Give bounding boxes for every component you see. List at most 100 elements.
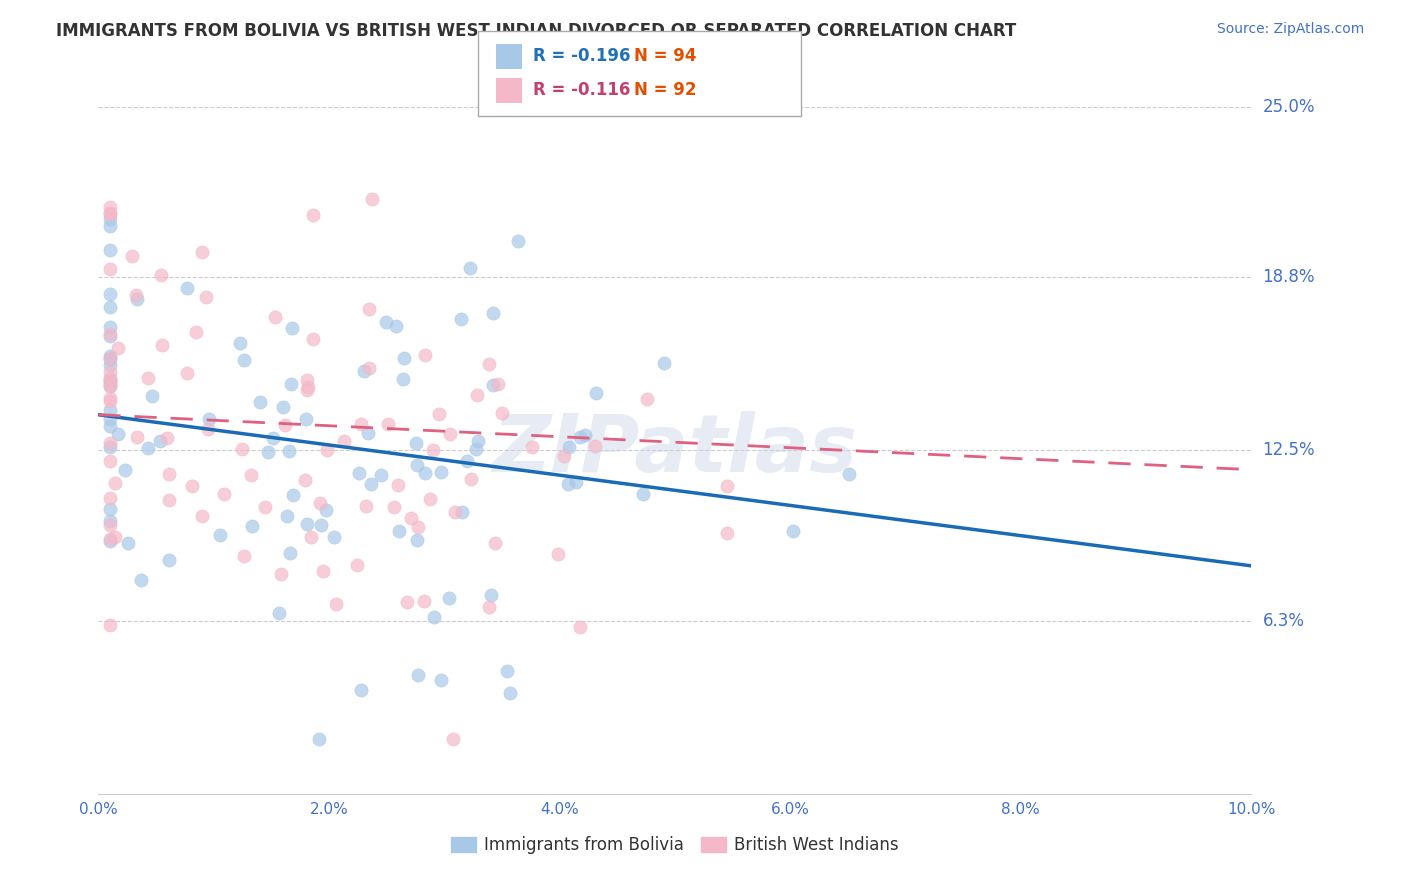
Point: [325, 597, 347, 611]
Point: [98, 533, 121, 547]
Point: [98, 491, 121, 506]
Point: [98, 376, 121, 390]
Point: [460, 472, 482, 486]
Point: [716, 526, 738, 541]
Point: [297, 517, 319, 532]
Point: [415, 467, 437, 481]
Point: [114, 463, 136, 477]
Point: [104, 530, 127, 544]
Point: [574, 428, 596, 442]
Point: [212, 486, 235, 500]
Point: [98, 411, 121, 425]
Point: [208, 528, 231, 542]
Point: [190, 508, 212, 523]
Point: [349, 466, 371, 480]
Point: [467, 387, 489, 401]
Point: [491, 406, 513, 420]
Point: [125, 288, 148, 302]
Point: [157, 553, 180, 567]
Point: [184, 325, 207, 339]
Point: [262, 431, 284, 445]
Point: [270, 566, 292, 581]
Point: [437, 591, 460, 605]
Point: [422, 442, 444, 457]
Point: [278, 444, 301, 458]
Text: ZIPatlas: ZIPatlas: [492, 411, 858, 490]
Point: [232, 549, 254, 563]
Point: [98, 359, 121, 373]
Point: [478, 599, 501, 614]
Point: [315, 442, 337, 457]
Point: [98, 286, 121, 301]
Point: [301, 208, 323, 222]
Point: [458, 261, 481, 276]
Point: [361, 192, 384, 206]
Point: [98, 207, 121, 221]
Point: [295, 383, 318, 397]
Point: [350, 417, 373, 431]
Point: [98, 300, 121, 314]
Point: [652, 356, 675, 370]
Point: [98, 617, 121, 632]
Point: [104, 476, 127, 491]
Point: [125, 430, 148, 444]
Point: [396, 595, 419, 609]
Point: [631, 487, 654, 501]
Point: [377, 417, 399, 432]
Point: [191, 245, 214, 260]
Point: [98, 219, 121, 233]
Point: [569, 430, 592, 444]
Point: [98, 441, 121, 455]
Point: [309, 496, 332, 510]
Point: [312, 564, 335, 578]
Point: [157, 492, 180, 507]
Point: [297, 380, 319, 394]
Point: [98, 419, 121, 434]
Point: [394, 351, 416, 366]
Text: IMMIGRANTS FROM BOLIVIA VS BRITISH WEST INDIAN DIVORCED OR SEPARATED CORRELATION: IMMIGRANTS FROM BOLIVIA VS BRITISH WEST …: [56, 22, 1017, 40]
Point: [333, 434, 356, 449]
Point: [585, 386, 607, 401]
Point: [283, 488, 305, 502]
Point: [406, 458, 429, 472]
Point: [249, 395, 271, 409]
Point: [294, 473, 316, 487]
Point: [359, 301, 381, 316]
Point: [385, 318, 408, 333]
Point: [98, 454, 121, 468]
Point: [98, 374, 121, 388]
Point: [98, 378, 121, 392]
Point: [117, 535, 139, 549]
Point: [98, 320, 121, 334]
Point: [302, 332, 325, 346]
Point: [360, 477, 382, 491]
Point: [156, 431, 179, 445]
Point: [98, 379, 121, 393]
Point: [482, 306, 505, 320]
Point: [309, 517, 332, 532]
Point: [138, 441, 160, 455]
Text: 18.8%: 18.8%: [1263, 268, 1315, 286]
Point: [350, 683, 373, 698]
Legend: Immigrants from Bolivia, British West Indians: Immigrants from Bolivia, British West In…: [444, 830, 905, 861]
Point: [387, 477, 409, 491]
Point: [782, 524, 804, 538]
Point: [419, 491, 441, 506]
Point: [232, 352, 254, 367]
Point: [229, 335, 252, 350]
Point: [412, 594, 434, 608]
Point: [98, 436, 121, 450]
Point: [98, 243, 121, 257]
Point: [370, 467, 392, 482]
Point: [427, 407, 450, 421]
Text: 6.3%: 6.3%: [1263, 612, 1305, 630]
Point: [464, 442, 486, 456]
Point: [423, 609, 446, 624]
Point: [346, 558, 368, 572]
Point: [392, 372, 415, 386]
Point: [295, 412, 318, 426]
Point: [484, 536, 506, 550]
Point: [456, 454, 478, 468]
Point: [149, 434, 172, 448]
Point: [399, 511, 422, 525]
